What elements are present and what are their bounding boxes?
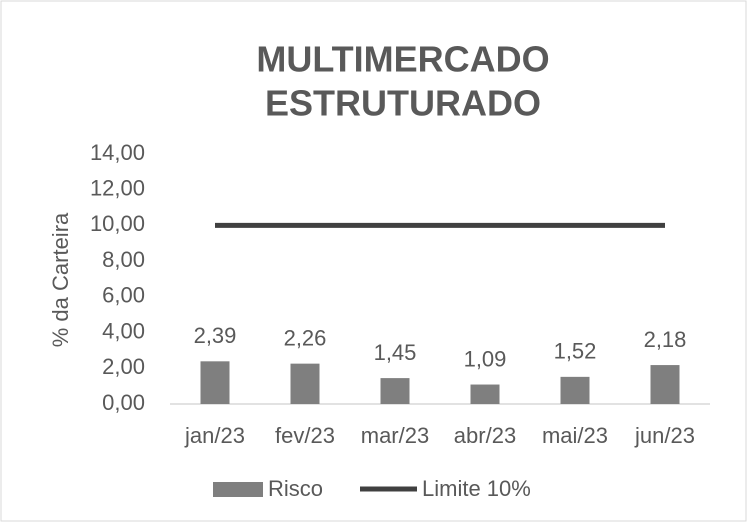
y-tick-label: 6,00 bbox=[102, 283, 145, 308]
legend-swatch bbox=[213, 482, 263, 497]
y-tick-label: 2,00 bbox=[102, 354, 145, 379]
y-tick-label: 14,00 bbox=[90, 140, 145, 165]
y-tick-label: 12,00 bbox=[90, 176, 145, 201]
bar bbox=[470, 384, 500, 404]
data-label: 2,18 bbox=[644, 327, 687, 352]
bar bbox=[560, 376, 590, 404]
x-tick-label: fev/23 bbox=[275, 423, 335, 448]
data-label: 1,45 bbox=[374, 340, 417, 365]
data-label: 2,39 bbox=[194, 323, 237, 348]
chart-title: MULTIMERCADO bbox=[256, 39, 549, 80]
chart-title: ESTRUTURADO bbox=[265, 83, 541, 124]
legend-label: Limite 10% bbox=[422, 476, 531, 501]
bar bbox=[290, 363, 320, 404]
bar bbox=[380, 378, 410, 404]
legend-label: Risco bbox=[268, 476, 323, 501]
bar bbox=[200, 361, 230, 404]
data-label: 2,26 bbox=[284, 325, 327, 350]
x-tick-label: mar/23 bbox=[361, 423, 429, 448]
x-tick-label: jan/23 bbox=[184, 423, 245, 448]
bar bbox=[650, 365, 680, 404]
y-tick-label: 0,00 bbox=[102, 390, 145, 415]
y-tick-label: 4,00 bbox=[102, 318, 145, 343]
x-tick-label: mai/23 bbox=[542, 423, 608, 448]
x-tick-label: jun/23 bbox=[634, 423, 695, 448]
y-tick-label: 10,00 bbox=[90, 211, 145, 236]
y-axis-label: % da Carteira bbox=[48, 212, 73, 347]
data-label: 1,09 bbox=[464, 346, 507, 371]
data-label: 1,52 bbox=[554, 339, 597, 364]
y-tick-label: 8,00 bbox=[102, 247, 145, 272]
x-tick-label: abr/23 bbox=[454, 423, 516, 448]
